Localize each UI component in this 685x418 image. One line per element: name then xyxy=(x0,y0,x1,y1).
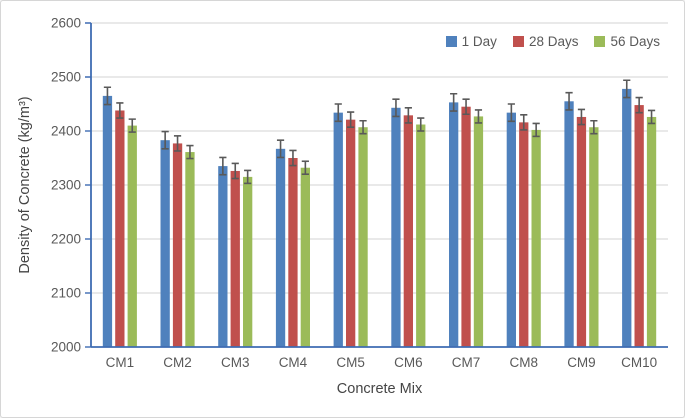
bar-CM10-28-days xyxy=(634,105,644,347)
y-axis-title: Density of Concrete (kg/m³) xyxy=(17,96,33,274)
y-tick-label: 2300 xyxy=(51,178,81,193)
bar-CM5-1-day xyxy=(333,112,343,347)
y-tick-label: 2500 xyxy=(51,70,81,85)
bar-CM1-56-days xyxy=(127,125,137,347)
legend: 1 Day 28 Days 56 Days xyxy=(445,34,660,49)
legend-label: 1 Day xyxy=(461,34,497,49)
bar-CM6-28-days xyxy=(403,115,413,347)
bar-CM10-1-day xyxy=(622,88,632,347)
y-tick-label: 2000 xyxy=(51,340,81,355)
legend-item-56-days: 56 Days xyxy=(594,34,660,49)
bar-CM8-56-days xyxy=(531,129,541,347)
bar-CM8-28-days xyxy=(519,122,529,347)
bar-CM3-28-days xyxy=(230,170,240,347)
bar-CM2-28-days xyxy=(172,143,183,347)
x-category-label: CM8 xyxy=(509,355,538,370)
bar-CM7-56-days xyxy=(473,116,484,347)
x-category-label: CM10 xyxy=(621,355,657,370)
x-category-label: CM6 xyxy=(394,355,423,370)
bar-CM1-28-days xyxy=(115,110,125,347)
bar-CM3-56-days xyxy=(243,176,253,347)
legend-swatch-icon xyxy=(594,36,606,47)
legend-item-28-days: 28 Days xyxy=(512,34,579,49)
bar-CM7-1-day xyxy=(449,102,459,347)
bar-CM9-28-days xyxy=(576,116,587,348)
legend-swatch-icon xyxy=(512,36,524,47)
bar-CM4-1-day xyxy=(275,148,286,347)
legend-label: 28 Days xyxy=(528,34,579,49)
x-category-label: CM3 xyxy=(221,355,250,370)
bar-CM5-28-days xyxy=(346,119,356,347)
bar-CM1-1-day xyxy=(102,95,113,348)
bar-CM9-56-days xyxy=(589,127,599,347)
y-tick-label: 2600 xyxy=(51,16,81,31)
bar-CM2-56-days xyxy=(185,152,195,347)
legend-label: 56 Days xyxy=(610,34,660,49)
bar-CM2-1-day xyxy=(160,140,170,347)
bar-CM3-1-day xyxy=(218,166,228,347)
legend-swatch-icon xyxy=(445,36,457,47)
bar-CM6-1-day xyxy=(391,107,401,347)
y-tick-label: 2200 xyxy=(51,232,81,247)
bar-CM5-56-days xyxy=(358,127,368,347)
bar-CM6-56-days xyxy=(416,124,426,348)
bar-CM4-56-days xyxy=(300,167,310,347)
x-category-label: CM4 xyxy=(279,355,308,370)
bar-CM7-28-days xyxy=(461,106,471,347)
x-category-label: CM1 xyxy=(106,355,135,370)
legend-item-1-day: 1 Day xyxy=(445,34,497,49)
bar-CM4-28-days xyxy=(288,158,298,347)
x-category-label: CM5 xyxy=(336,355,365,370)
y-tick-label: 2400 xyxy=(51,124,81,139)
x-category-label: CM9 xyxy=(567,355,596,370)
y-tick-label: 2100 xyxy=(51,286,81,301)
x-axis-title: Concrete Mix xyxy=(336,381,423,397)
bar-CM10-56-days xyxy=(646,116,657,348)
bar-CM9-1-day xyxy=(564,101,574,347)
x-category-label: CM7 xyxy=(452,355,481,370)
x-category-label: CM2 xyxy=(163,355,192,370)
bar-CM8-1-day xyxy=(506,112,516,347)
